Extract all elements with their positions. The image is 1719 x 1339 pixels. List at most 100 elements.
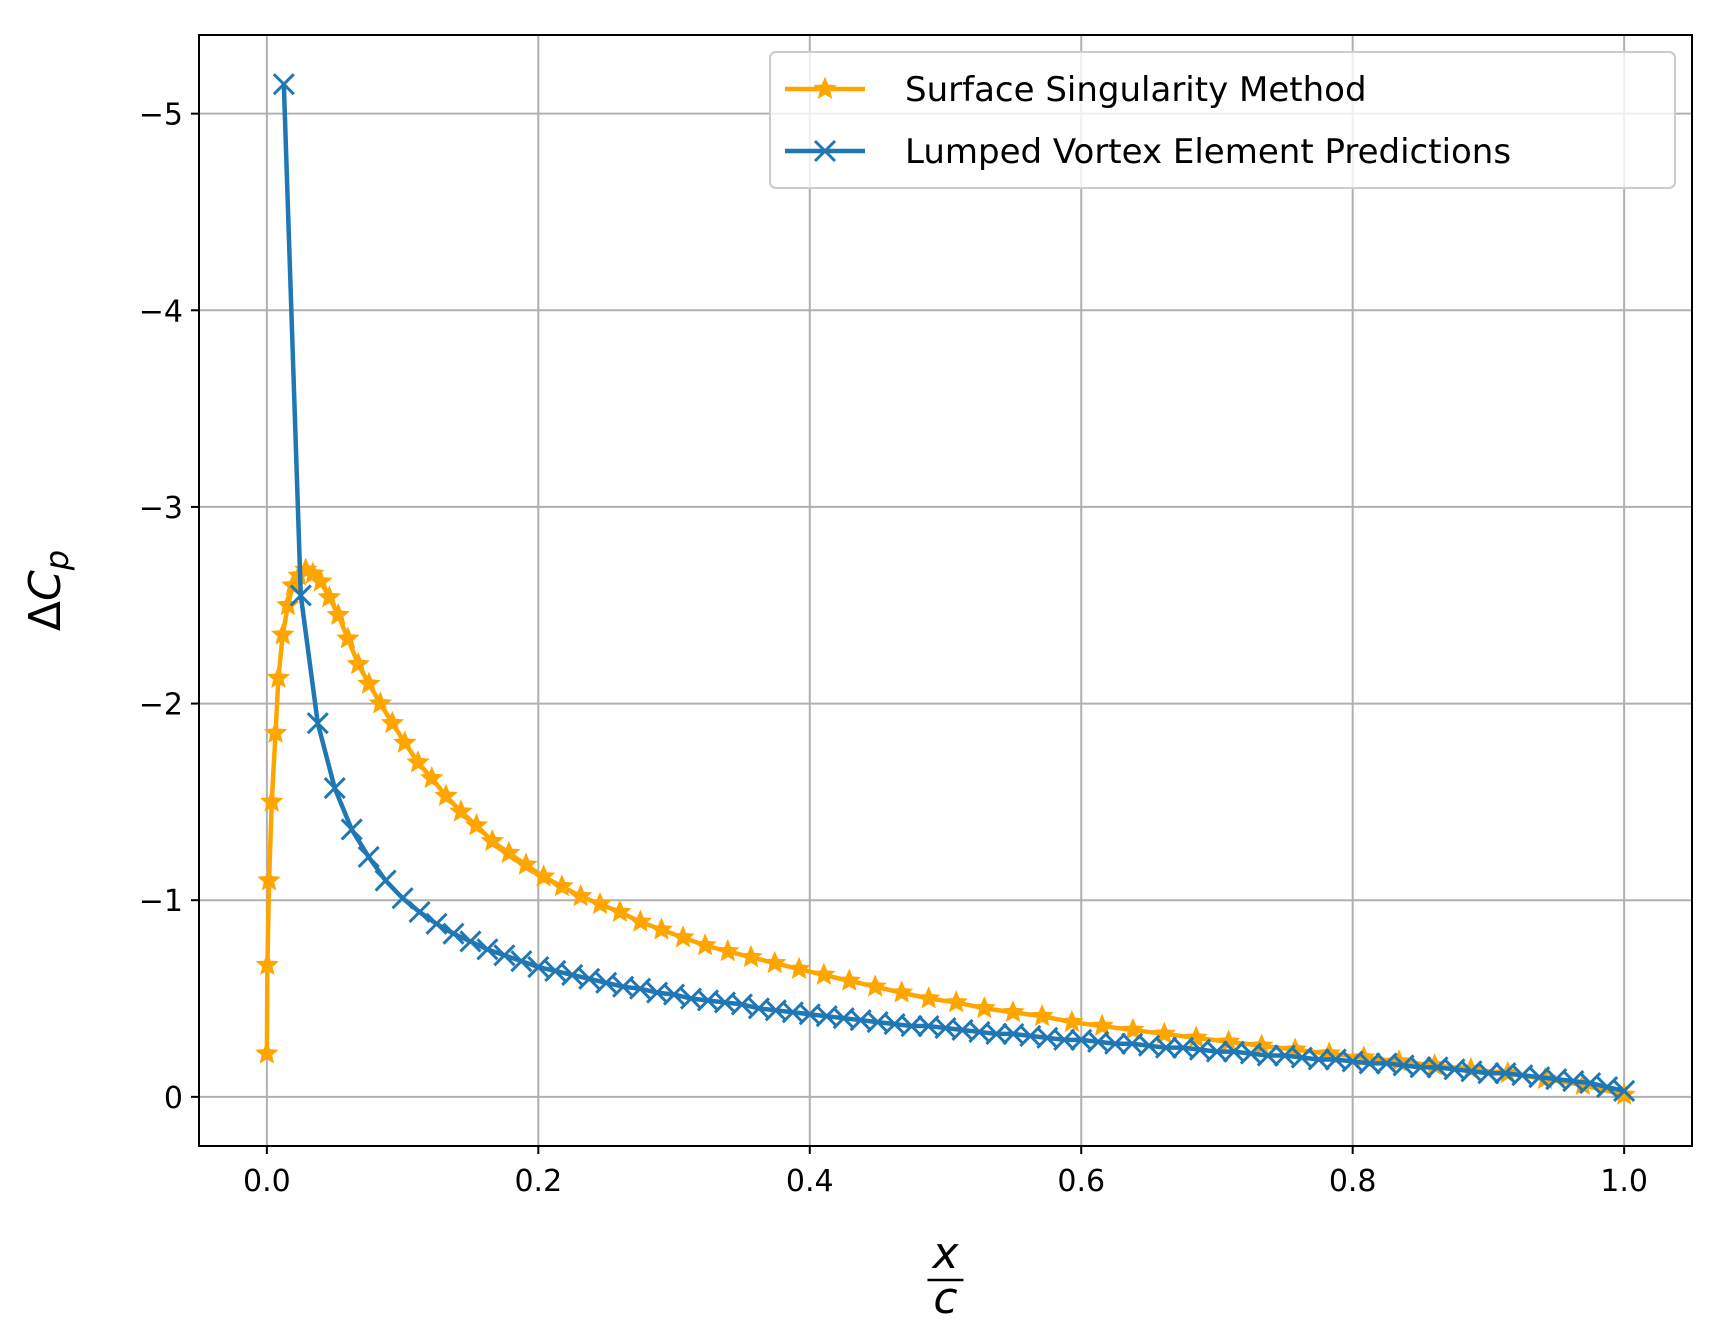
data-point: [266, 665, 291, 688]
data-point: [257, 868, 281, 891]
y-tick-label: −3: [139, 491, 183, 526]
data-point: [442, 922, 465, 945]
data-point: [608, 899, 632, 922]
data-point: [889, 980, 914, 1003]
legend-swatch-marker: [813, 139, 837, 163]
data-point: [693, 933, 717, 956]
data-point: [1307, 1048, 1330, 1071]
grid: [199, 35, 1692, 1146]
data-point: [1409, 1056, 1432, 1079]
legend-label: Lumped Vortex Element Predictions: [905, 132, 1511, 172]
data-point: [628, 909, 653, 932]
data-point: [1121, 1017, 1145, 1040]
data-point: [323, 777, 346, 800]
data-point: [514, 852, 538, 875]
x-axis-label: x c: [927, 1228, 964, 1324]
data-point: [393, 730, 417, 753]
data-point: [1060, 1009, 1084, 1033]
y-axis-label-prefix: Δ: [20, 601, 71, 631]
x-tick-label: 0.4: [786, 1164, 834, 1199]
data-point: [317, 585, 341, 608]
data-point: [900, 1014, 923, 1038]
x-axis-label-denominator: c: [933, 1273, 957, 1324]
data-point: [493, 944, 516, 967]
data-point: [289, 584, 312, 607]
data-point: [260, 789, 284, 812]
data-point: [1477, 1062, 1500, 1085]
data-point: [368, 691, 393, 714]
data-point: [510, 950, 533, 973]
data-point: [985, 1022, 1008, 1045]
data-point: [1613, 1079, 1636, 1103]
data-point: [271, 622, 295, 645]
data-point: [787, 956, 811, 979]
data-point: [629, 977, 652, 1000]
data-point: [357, 671, 381, 694]
y-tick-label: −1: [139, 884, 183, 919]
data-point: [420, 765, 444, 789]
data-point: [1358, 1052, 1381, 1075]
data-point: [972, 996, 997, 1019]
data-point: [531, 864, 556, 887]
legend-label: Surface Singularity Method: [905, 70, 1367, 110]
data-point: [1205, 1040, 1229, 1063]
data-point: [944, 990, 968, 1013]
data-point: [326, 602, 350, 626]
data-point: [837, 968, 861, 991]
x-tick-label: 0.6: [1057, 1164, 1105, 1199]
data-point: [527, 955, 550, 979]
series-2: [272, 73, 1636, 1103]
data-point: [408, 900, 431, 924]
x-tick-label: 0.2: [514, 1164, 562, 1199]
data-point: [263, 720, 288, 744]
data-point: [459, 930, 482, 953]
data-point: [340, 818, 363, 841]
data-point: [255, 952, 280, 976]
data-point: [1104, 1032, 1127, 1055]
data-point: [588, 891, 612, 915]
data-point: [449, 799, 473, 822]
y-tick-label: 0: [164, 1081, 183, 1116]
data-point: [812, 962, 836, 985]
data-point: [1030, 1003, 1054, 1027]
data-point: [464, 813, 489, 836]
axis-ticks: 0.0 0.2 0.4 0.6 0.8 1.0 −5 −4 −3 −2 −1 0: [139, 98, 1648, 1199]
data-point: [739, 944, 763, 968]
data-point: [568, 883, 593, 907]
y-tick-label: −5: [139, 98, 183, 133]
data-point: [255, 1041, 279, 1064]
data-point: [916, 986, 941, 1009]
data-point: [550, 874, 574, 897]
data-point: [730, 993, 753, 1016]
data-point: [346, 651, 370, 675]
y-axis-label-main: C: [20, 570, 71, 601]
legend-entry: Surface Singularity Method: [785, 70, 1367, 110]
svg-text:ΔCp: ΔCp: [20, 550, 76, 631]
legend-swatch-marker: [813, 76, 837, 99]
data-point: [497, 840, 521, 863]
data-point: [544, 959, 567, 983]
y-tick-label: −4: [139, 294, 183, 329]
legend: Surface Singularity Method Lumped Vortex …: [769, 51, 1676, 189]
legend-entry: Lumped Vortex Element Predictions: [785, 132, 1511, 172]
data-point: [863, 974, 887, 997]
x-tick-label: 1.0: [1600, 1164, 1648, 1199]
data-point: [380, 710, 405, 734]
data-point: [391, 887, 414, 910]
data-point: [309, 569, 333, 592]
y-axis-label-subscript: p: [38, 550, 76, 571]
y-tick-label: −2: [139, 688, 183, 723]
data-point: [406, 750, 430, 773]
data-point: [374, 869, 397, 892]
data-point: [671, 925, 695, 948]
data-point: [561, 963, 584, 986]
x-axis-label-numerator: x: [930, 1228, 959, 1279]
data-point: [425, 912, 448, 935]
data-point: [1256, 1044, 1279, 1067]
data-point: [763, 950, 787, 974]
data-point: [1579, 1072, 1602, 1095]
data-point: [306, 712, 329, 735]
data-point: [1053, 1028, 1076, 1051]
y-axis-label: ΔCp: [20, 550, 76, 631]
